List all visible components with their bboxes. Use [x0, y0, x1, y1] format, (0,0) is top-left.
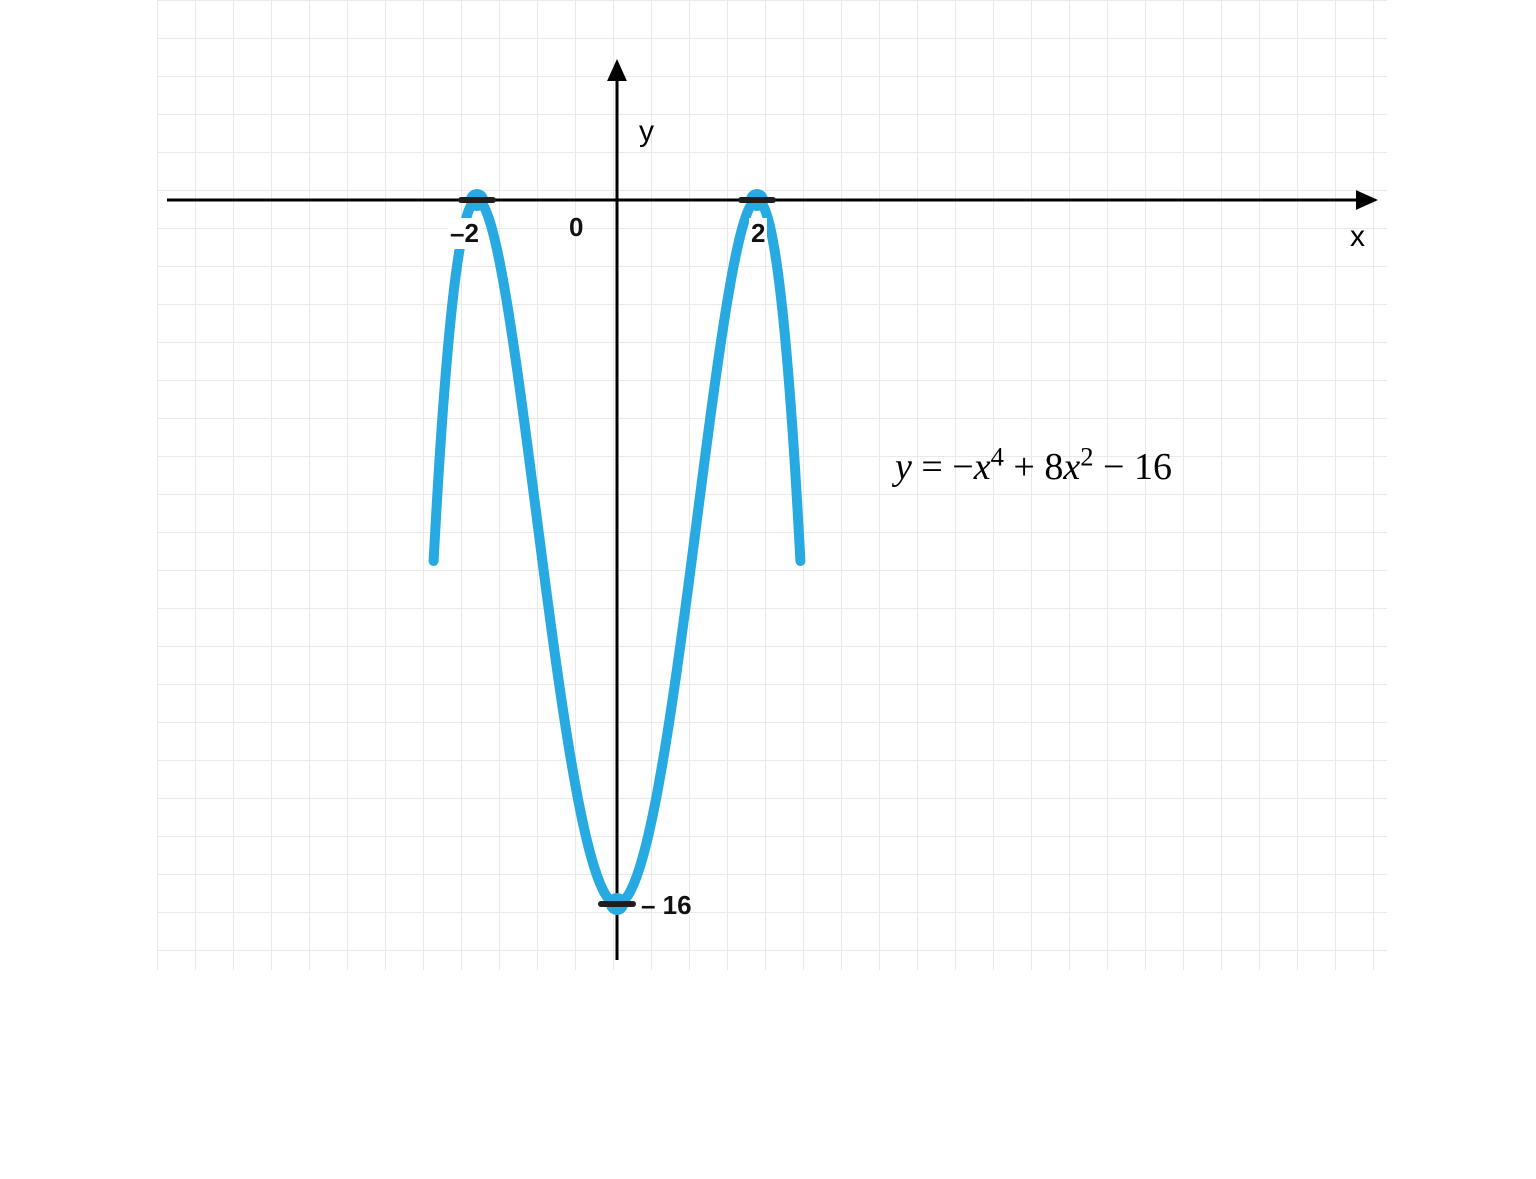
equation-label: y = −x4 + 8x2 − 16 [895, 445, 1172, 489]
origin-label: 0 [569, 212, 583, 243]
x-axis-arrow [1356, 190, 1378, 210]
y-axis-label: y [639, 115, 654, 149]
chart-svg [0, 0, 1536, 1179]
tick-label-2: – 16 [641, 890, 692, 921]
y-axis-arrow [607, 59, 627, 81]
tick-label-1: 2 [749, 218, 767, 249]
tick-label-0: –2 [448, 218, 481, 249]
x-axis-label: x [1350, 220, 1365, 254]
